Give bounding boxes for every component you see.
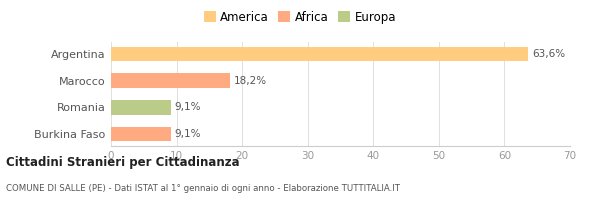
Text: 9,1%: 9,1% [175,102,201,112]
Text: 63,6%: 63,6% [532,49,565,59]
Text: 18,2%: 18,2% [234,76,268,86]
Legend: America, Africa, Europa: America, Africa, Europa [199,6,401,28]
Bar [111,73,230,88]
Text: COMUNE DI SALLE (PE) - Dati ISTAT al 1° gennaio di ogni anno - Elaborazione TUTT: COMUNE DI SALLE (PE) - Dati ISTAT al 1° … [6,184,400,193]
Bar [111,127,170,141]
Bar [111,100,170,115]
Text: 9,1%: 9,1% [175,129,201,139]
Text: Cittadini Stranieri per Cittadinanza: Cittadini Stranieri per Cittadinanza [6,156,239,169]
Bar [111,47,528,61]
